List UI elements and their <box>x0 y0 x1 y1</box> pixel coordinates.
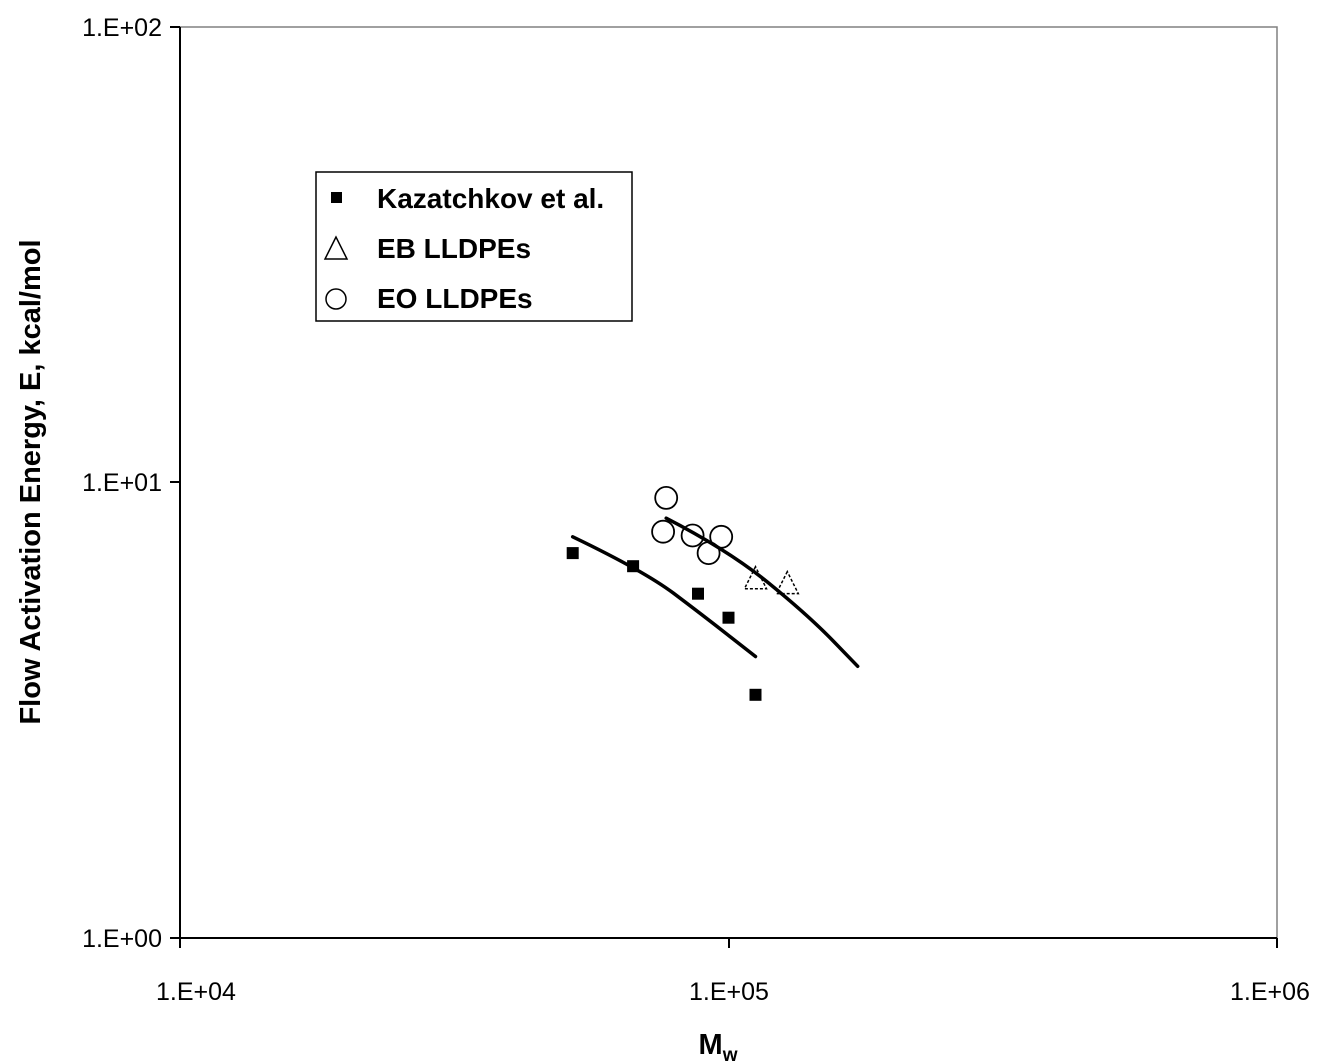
data-point-s1-p0 <box>743 565 768 590</box>
data-point-s1-p1 <box>775 569 800 595</box>
legend: Kazatchkov et al. EB LLDPEs EO LLDPEs <box>315 171 633 322</box>
x-tick-label-2: 1.E+06 <box>1230 978 1310 1006</box>
legend-marker-kazatchkov <box>331 192 342 203</box>
y-tick-label-1: 1.E+01 <box>82 469 162 497</box>
x-tick-label-1: 1.E+05 <box>689 978 769 1006</box>
fit-curve-1 <box>664 516 860 669</box>
data-point-s0-p2 <box>692 587 704 600</box>
data-point-s0-p4 <box>749 688 762 701</box>
plot-frame <box>179 26 1278 939</box>
legend-label-eo: EO LLDPEs <box>377 283 533 314</box>
data-markers <box>566 485 800 701</box>
legend-marker-eo <box>325 288 347 310</box>
data-point-s2-p4 <box>709 524 734 549</box>
legend-box <box>315 171 633 322</box>
data-point-s2-p1 <box>651 519 675 544</box>
y-tick-label-0: 1.E+00 <box>82 925 162 953</box>
y-axis-title: Flow Activation Energy, E, kcal/mol <box>15 239 47 724</box>
legend-label-eb: EB LLDPEs <box>377 233 531 264</box>
x-axis-title-main: M <box>699 1029 723 1061</box>
x-axis-title-subscript: w <box>722 1045 738 1063</box>
legend-marker-eb <box>323 235 349 260</box>
data-point-s0-p1 <box>627 560 640 573</box>
data-point-s2-p2 <box>680 523 705 548</box>
data-point-s2-p0 <box>654 485 679 510</box>
fit-curve-0 <box>570 535 758 659</box>
fit-curves <box>570 516 860 669</box>
x-tick-label-0: 1.E+04 <box>156 978 236 1006</box>
data-point-s2-p3 <box>696 541 721 565</box>
y-tick-label-2: 1.E+02 <box>82 14 162 42</box>
legend-label-kazatchkov: Kazatchkov et al. <box>377 183 604 214</box>
data-point-s0-p3 <box>722 611 735 624</box>
data-point-s0-p0 <box>566 547 579 560</box>
x-axis-title: Mw <box>699 1029 738 1063</box>
